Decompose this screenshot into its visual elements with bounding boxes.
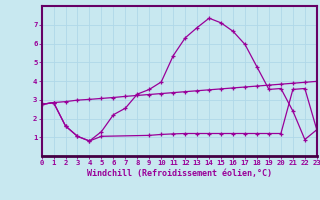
X-axis label: Windchill (Refroidissement éolien,°C): Windchill (Refroidissement éolien,°C) (87, 169, 272, 178)
